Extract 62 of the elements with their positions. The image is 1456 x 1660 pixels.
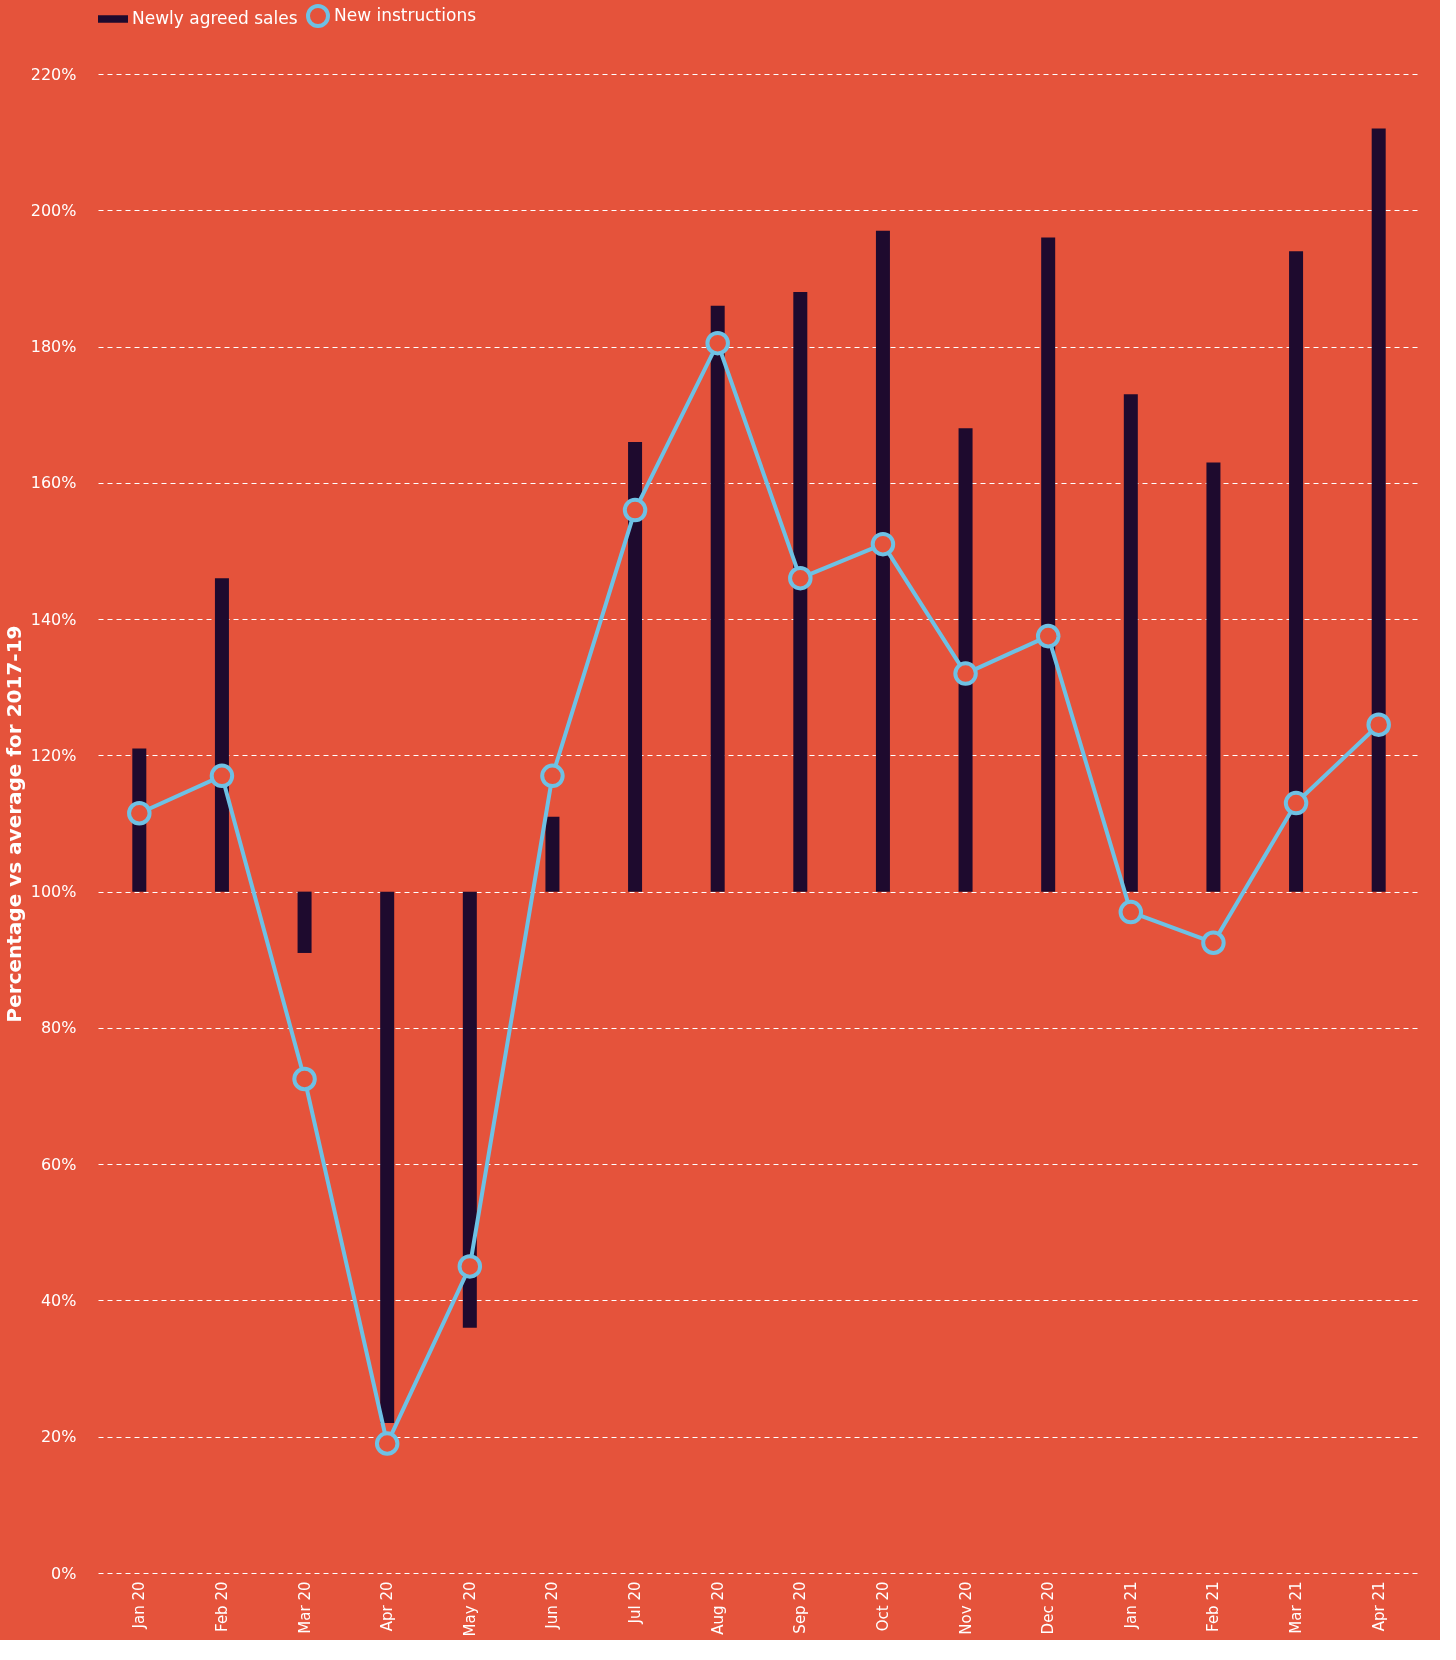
point — [374, 1431, 400, 1456]
bar — [380, 891, 395, 1424]
bar — [1123, 394, 1138, 892]
y-tick-label: 160% — [30, 473, 77, 493]
bar — [628, 441, 643, 892]
point — [953, 661, 978, 686]
bar — [710, 305, 725, 892]
x-tick-label: Nov 20 — [956, 1581, 975, 1635]
x-tick-label: Jan 20 — [130, 1581, 149, 1630]
x-tick-label: Jun 20 — [543, 1581, 562, 1630]
point — [788, 565, 813, 591]
bar — [297, 891, 312, 953]
x-tick-label: Apr 20 — [378, 1581, 397, 1632]
x-tick-label: Oct 20 — [873, 1581, 892, 1632]
x-tick-label: Mar 21 — [1287, 1581, 1306, 1634]
bar — [1371, 128, 1386, 892]
y-tick-label: 40% — [40, 1290, 77, 1310]
point — [1118, 899, 1144, 925]
bar — [958, 428, 973, 892]
bar — [1289, 251, 1304, 892]
y-tick-label: 180% — [30, 337, 77, 357]
y-tick-label: 100% — [30, 882, 77, 902]
point — [705, 330, 730, 356]
x-tick-label: Aug 20 — [708, 1581, 727, 1635]
point — [127, 801, 152, 826]
bar — [214, 578, 229, 892]
point — [622, 497, 648, 523]
point — [1201, 930, 1226, 955]
x-tick-label: Feb 20 — [212, 1581, 231, 1632]
y-tick-label: 80% — [40, 1018, 77, 1038]
y-axis-title: Percentage vs average for 2017-19 — [1, 625, 26, 1023]
point — [457, 1254, 483, 1279]
point — [1366, 712, 1391, 737]
bar — [793, 292, 808, 892]
y-tick-label: 200% — [30, 200, 77, 220]
y-tick-label: 0% — [51, 1563, 77, 1583]
point — [292, 1066, 317, 1092]
x-tick-label: Jan 21 — [1121, 1581, 1140, 1630]
x-tick-label: Mar 20 — [295, 1581, 314, 1634]
x-tick-label: Sep 20 — [791, 1581, 810, 1634]
y-tick-label: 140% — [30, 609, 77, 629]
bar — [875, 230, 890, 892]
bar — [1041, 237, 1056, 892]
y-tick-label: 120% — [30, 745, 77, 765]
point — [870, 531, 896, 557]
point — [1035, 623, 1061, 649]
x-tick-label: Dec 20 — [1039, 1581, 1058, 1635]
legend-label: New instructions — [334, 5, 477, 25]
x-tick-label: Feb 21 — [1204, 1581, 1223, 1632]
x-tick-label: Jul 20 — [626, 1581, 645, 1625]
y-tick-label: 60% — [40, 1154, 77, 1174]
bar — [545, 816, 560, 892]
point — [1283, 790, 1309, 816]
bar — [1206, 462, 1221, 892]
y-tick-label: 20% — [40, 1427, 77, 1447]
bar — [462, 891, 477, 1328]
x-tick-label: Apr 21 — [1369, 1581, 1388, 1632]
legend-label: Newly agreed sales — [132, 8, 298, 28]
point — [209, 763, 235, 789]
point — [540, 763, 565, 789]
y-tick-label: 220% — [30, 64, 77, 84]
x-tick-label: May 20 — [460, 1581, 479, 1637]
